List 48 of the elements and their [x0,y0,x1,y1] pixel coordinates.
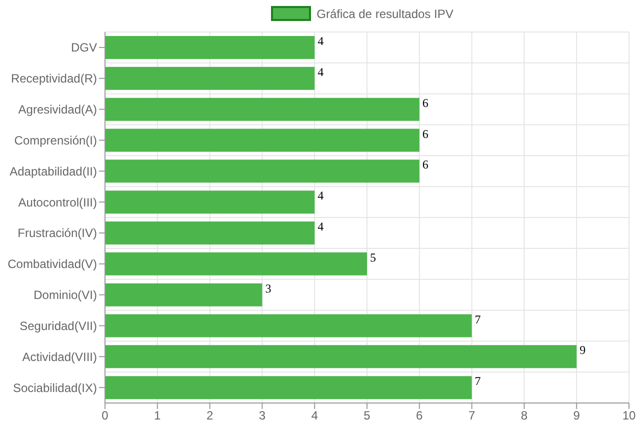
y-tick-label: Adaptabilidad(II) [10,164,97,178]
x-tick-label: 8 [520,408,528,423]
data-label: 9 [580,343,586,358]
y-tick-label: DGV [70,40,97,55]
bar [105,345,577,368]
bar [105,376,472,400]
x-tick-label: 1 [154,408,162,423]
bar [105,314,472,338]
y-tick-label: Dominio(VI) [34,288,97,302]
y-tick-label: Sociabilidad(IX) [12,380,97,395]
data-label: 7 [474,312,481,326]
bar [105,160,420,183]
bar [105,66,315,90]
bar [105,283,262,306]
bar [105,190,315,214]
x-tick-label: 9 [573,408,580,423]
data-label: 6 [422,126,428,141]
data-label: 3 [265,281,272,296]
x-tick-label: 2 [206,408,214,423]
data-label: 4 [318,34,324,48]
data-label: 4 [318,220,324,234]
y-tick-label: Actividad(VIII) [22,350,97,364]
y-tick-label: Agresividad(A) [18,102,97,117]
x-tick-label: 6 [416,408,424,423]
x-tick-label: 3 [258,408,266,423]
y-tick-label: Receptividad(R) [10,72,97,86]
data-label: 6 [422,158,428,172]
y-tick-label: Frustración(IV) [18,226,97,240]
x-tick-label: 10 [622,408,636,423]
data-label: 7 [474,374,481,388]
x-tick-label: 5 [364,408,371,423]
y-tick-label: Seguridad(VII) [20,318,97,333]
bar [105,36,315,59]
bar [105,252,367,276]
y-tick-label: Autocontrol(III) [18,195,97,210]
y-tick-label: Comprensión(I) [14,133,97,148]
bar [105,128,420,152]
data-label: 5 [370,250,376,264]
data-label: 4 [318,64,324,79]
data-label: 4 [318,188,324,203]
x-tick-label: 0 [102,408,109,423]
x-tick-label: 7 [468,408,476,423]
bar [105,98,420,121]
x-tick-label: 4 [311,408,318,423]
bar [105,222,315,244]
legend-label: Gráfica de resultados IPV [316,6,454,20]
data-label: 6 [422,96,428,110]
y-tick-label: Combatividad(V) [8,257,97,272]
